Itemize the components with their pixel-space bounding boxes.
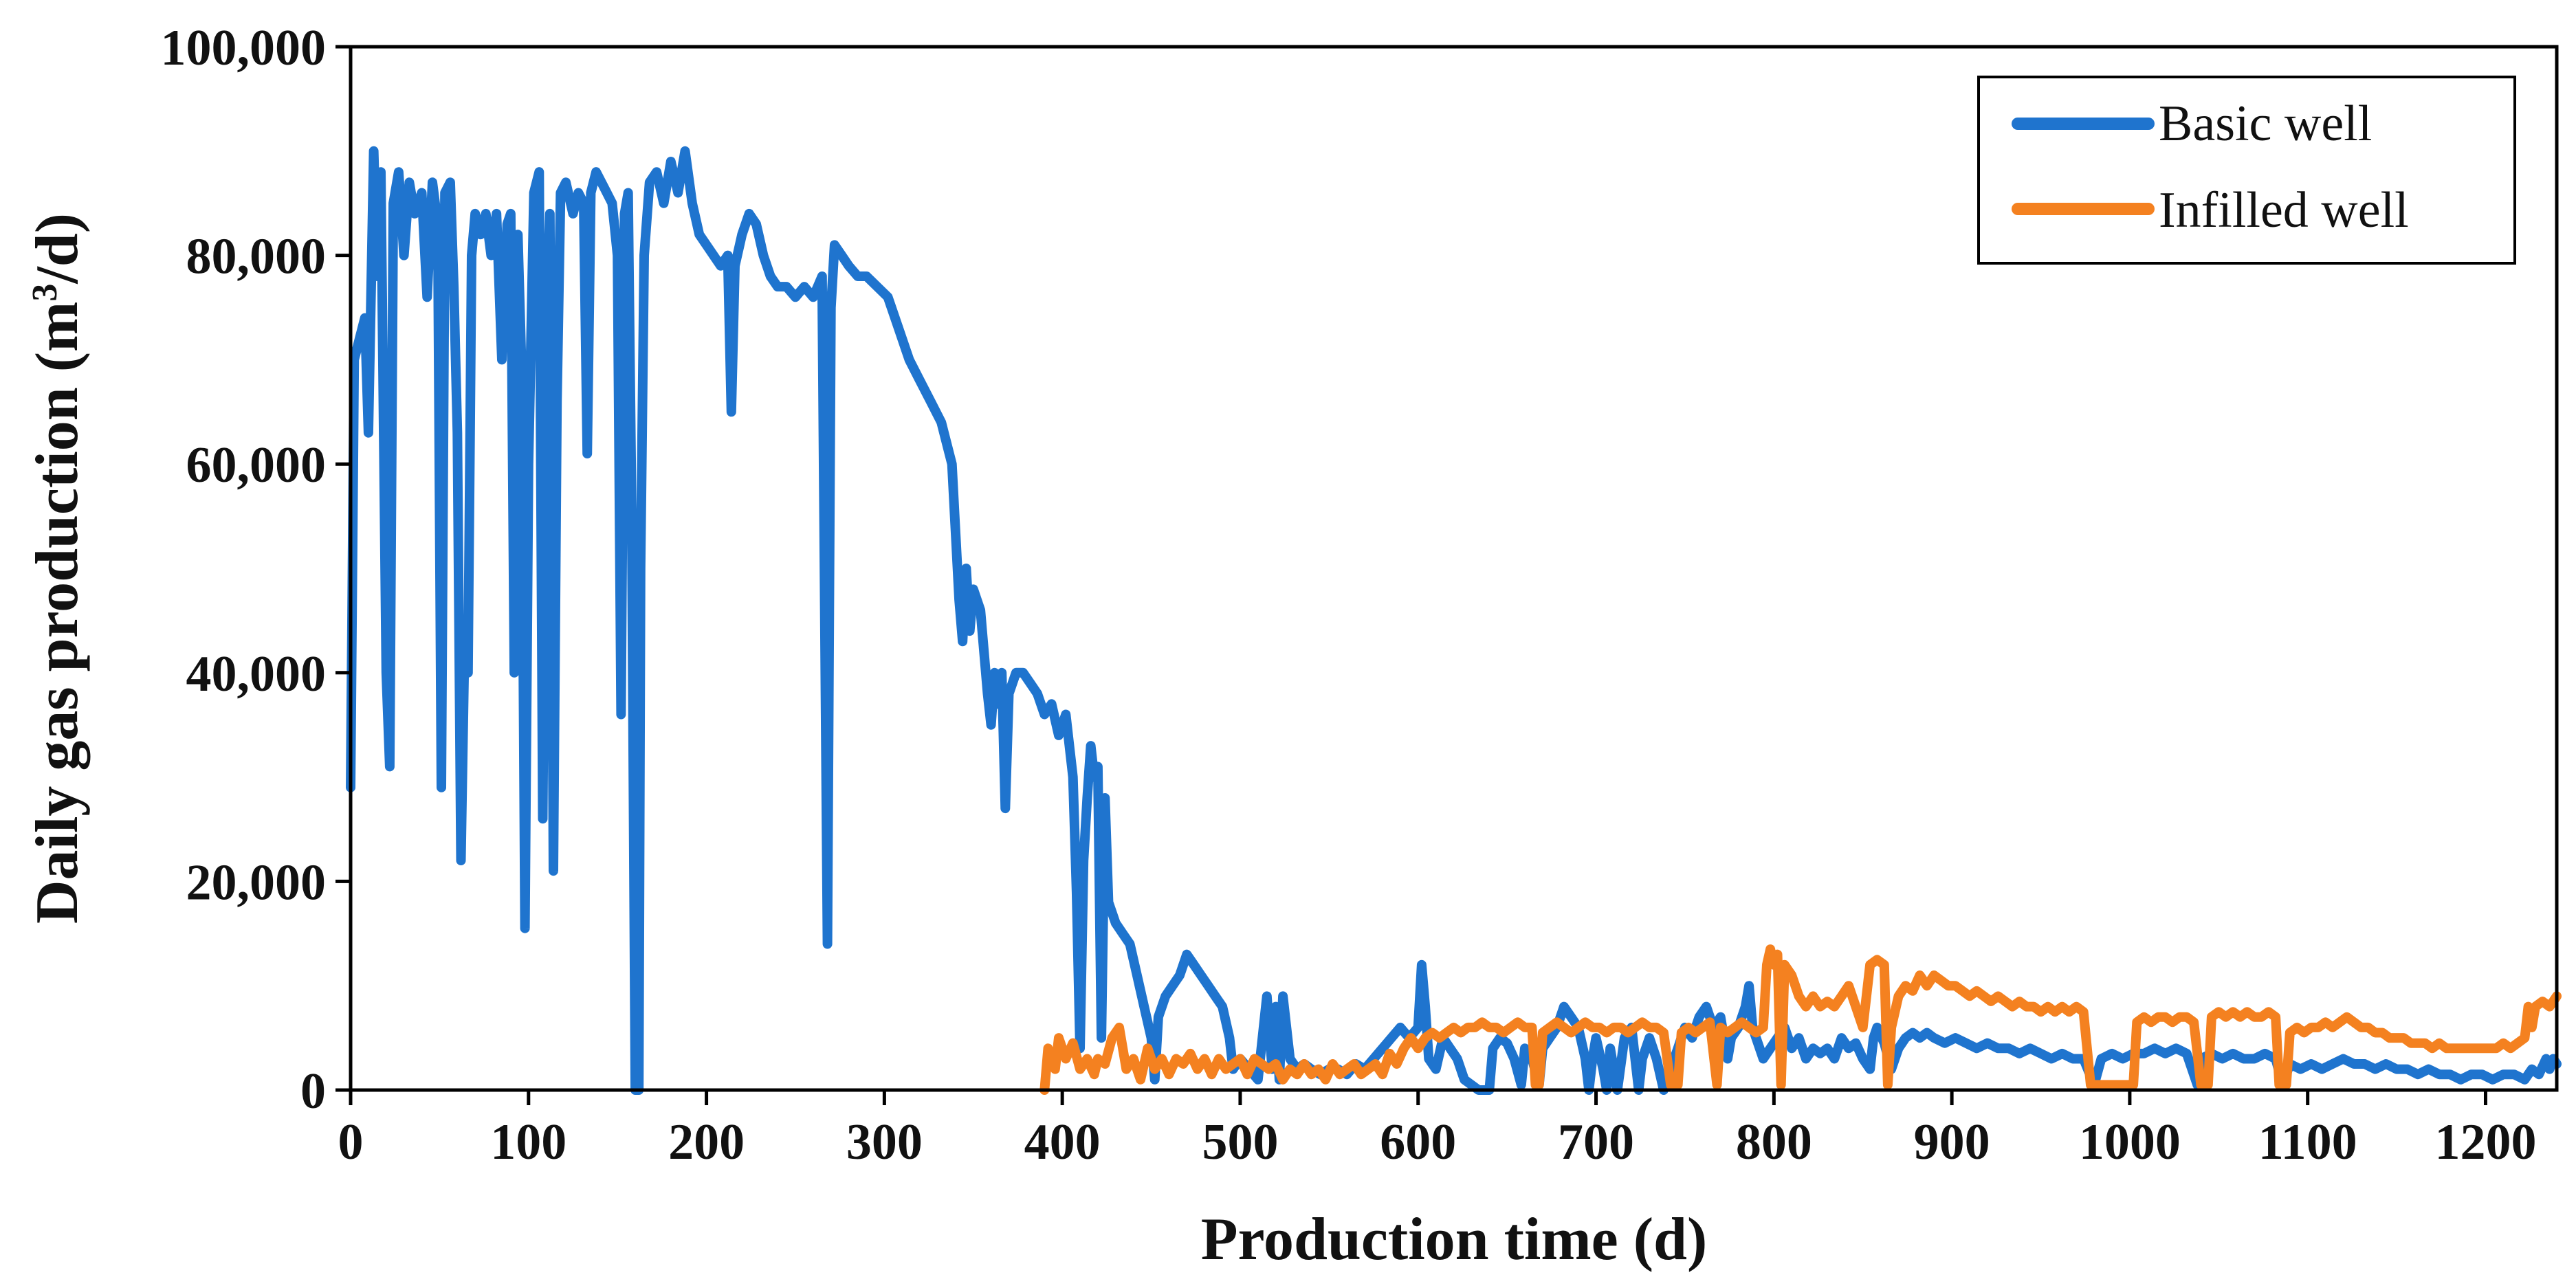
- legend: Basic well Infilled well: [1977, 76, 2516, 265]
- legend-frame: [1977, 76, 2516, 265]
- plot-area-frame: [349, 45, 2559, 1092]
- x-tick-label: 900: [1914, 1114, 1990, 1170]
- x-tick-label: 800: [1736, 1114, 1812, 1170]
- x-tick-label: 600: [1380, 1114, 1456, 1170]
- y-tick-label: 20,000: [186, 854, 327, 911]
- legend-label-infilled-well: Infilled well: [2159, 182, 2409, 238]
- y-axis-title: Daily gas production (m3/d): [24, 213, 91, 924]
- legend-label-basic-well: Basic well: [2159, 96, 2372, 152]
- x-axis: 0 100 200 300 400 500 600 700 800 900 1000 1100 1200: [338, 1090, 2536, 1170]
- x-tick-label: 700: [1558, 1114, 1634, 1170]
- y-axis-unit-close: /d): [24, 213, 91, 285]
- y-tick-label: 40,000: [186, 646, 327, 702]
- y-axis-unit-open: (m: [24, 302, 91, 373]
- y-tick-label: 60,000: [186, 437, 327, 493]
- x-tick-label: 1200: [2434, 1114, 2536, 1170]
- y-tick-label: 100,000: [161, 20, 327, 76]
- y-tick-label: 80,000: [186, 229, 327, 285]
- x-tick-label: 1000: [2079, 1114, 2181, 1170]
- x-tick-label: 100: [490, 1114, 566, 1170]
- y-axis: 0 20,000 40,000 60,000 80,000 100,000: [161, 20, 351, 1120]
- y-tick-label: 0: [300, 1063, 326, 1120]
- series-line-infilled-well: [1039, 944, 2562, 1095]
- x-tick-label: 500: [1202, 1114, 1278, 1170]
- x-tick-label: 1100: [2258, 1114, 2357, 1170]
- x-tick-label: 400: [1024, 1114, 1101, 1170]
- series-line-basic-well: [346, 146, 2562, 1095]
- y-axis-unit-sup: 3: [25, 284, 65, 302]
- x-tick-label: 200: [668, 1114, 745, 1170]
- plot-lines: [346, 146, 2562, 1095]
- x-tick-label: 300: [846, 1114, 923, 1170]
- x-axis-title: Production time (d): [1201, 1206, 1708, 1273]
- x-tick-label: 0: [338, 1114, 364, 1170]
- y-axis-title-label: Daily gas production: [24, 387, 91, 924]
